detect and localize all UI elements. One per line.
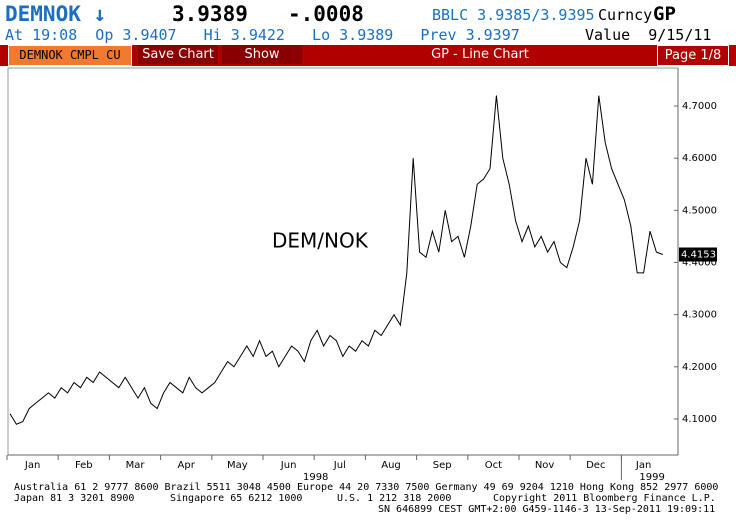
x-tick-label: May bbox=[227, 460, 248, 471]
y-tick-label: 4.2000 bbox=[682, 362, 717, 373]
change: -.0008 bbox=[288, 2, 364, 26]
function-bar: DEMNOK CMPL CU Save Chart Show GP - Line… bbox=[0, 45, 736, 66]
x-tick-label: Oct bbox=[485, 460, 502, 471]
x-tick-label: Mar bbox=[126, 460, 146, 471]
button[interactable]: Show bbox=[222, 45, 302, 64]
function: GP bbox=[653, 3, 676, 25]
quote-line: At 19:08 Op 3.9407 Hi 3.9422 Lo 3.9389 P… bbox=[5, 26, 520, 44]
y-tick-label: 4.4000 bbox=[682, 258, 717, 269]
value-date: Value 9/15/11 bbox=[585, 26, 712, 44]
last-value-box bbox=[679, 247, 717, 262]
button[interactable]: Save Chart bbox=[138, 45, 218, 64]
footer-item: Copyright 2011 Bloomberg Finance L.P. bbox=[493, 493, 716, 504]
y-tick-label: 4.1000 bbox=[682, 414, 717, 425]
price: 3.9389 bbox=[172, 2, 248, 26]
price-line bbox=[9, 95, 663, 425]
year-label: 1998 bbox=[303, 472, 328, 483]
year-label: 1999 bbox=[639, 472, 664, 483]
footer-item: Singapore 65 6212 1000 bbox=[170, 493, 303, 504]
security-box[interactable]: DEMNOK CMPL CU bbox=[8, 45, 132, 66]
footer-item: U.S. 1 212 318 2000 bbox=[337, 493, 452, 504]
x-tick-label: Jan bbox=[24, 460, 40, 471]
x-tick-label: Dec bbox=[586, 460, 605, 471]
last-value-label: 4.4153 bbox=[681, 250, 716, 261]
x-tick-label: Feb bbox=[75, 460, 93, 471]
x-tick-label: Nov bbox=[535, 460, 555, 471]
x-tick-label: Aug bbox=[381, 460, 401, 471]
ticker: DEMNOK ↓ bbox=[5, 2, 107, 26]
y-tick-label: 4.3000 bbox=[682, 310, 717, 321]
footer-line: SN 646899 CEST GMT+2:00 G459-1146-3 13-S… bbox=[378, 504, 716, 515]
market: Curncy bbox=[598, 6, 653, 24]
bid-ask: BBLC 3.9385/3.9395 bbox=[432, 6, 595, 24]
annotation: DEM/NOK bbox=[272, 229, 369, 253]
page-indicator[interactable]: Page 1/8 bbox=[657, 45, 729, 66]
x-tick-label: Sep bbox=[433, 460, 452, 471]
x-tick-label: Jun bbox=[280, 460, 297, 471]
plot-area bbox=[7, 67, 679, 456]
x-tick-label: Jan bbox=[635, 460, 651, 471]
footer-line: Australia 61 2 9777 8600 Brazil 5511 304… bbox=[14, 482, 719, 493]
y-tick-label: 4.7000 bbox=[682, 101, 717, 112]
screen-title: GP - Line Chart bbox=[431, 47, 529, 62]
x-tick-label: Jul bbox=[333, 460, 346, 471]
footer-item: Japan 81 3 3201 8900 bbox=[14, 493, 135, 504]
y-tick-label: 4.5000 bbox=[682, 205, 717, 216]
x-tick-label: Apr bbox=[178, 460, 196, 471]
y-tick-label: 4.6000 bbox=[682, 153, 717, 164]
